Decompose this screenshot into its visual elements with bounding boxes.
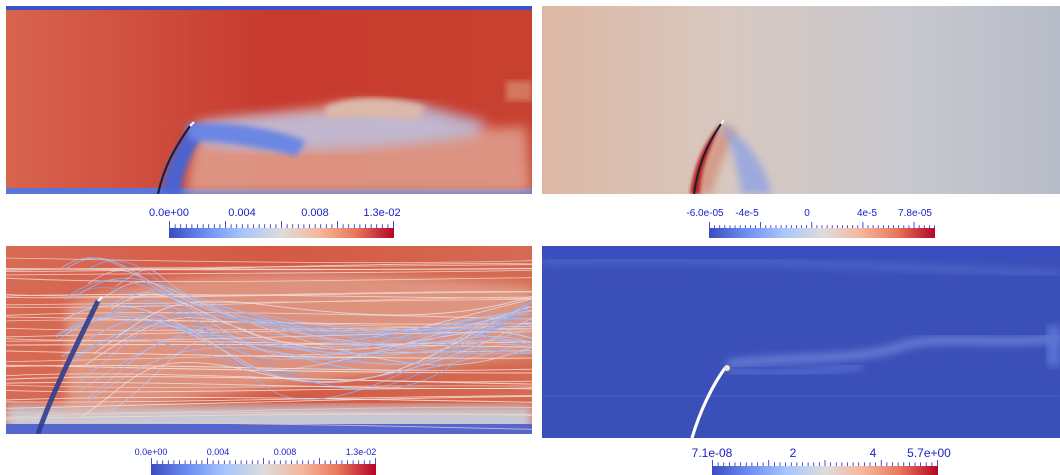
streamline <box>6 395 532 409</box>
streamline <box>93 295 532 354</box>
streamline <box>6 326 532 331</box>
streamline <box>6 387 532 393</box>
magnitude-colorbar-max-label: 5.7e+00 <box>907 446 951 460</box>
streamline <box>114 300 532 350</box>
streamline <box>63 316 532 382</box>
streamline <box>6 269 532 276</box>
velocity-colorbar-label: 0.004 <box>228 207 256 219</box>
velocity-field-plot <box>6 6 532 194</box>
pressure-colorbar-min-label: -6.0e-05 <box>686 208 724 219</box>
magnitude-colorbar-gradient <box>712 466 938 475</box>
streamline <box>6 373 532 383</box>
velocity-colorbar-label: 0.008 <box>301 207 329 219</box>
streamline <box>6 376 532 385</box>
streamline <box>65 279 532 338</box>
streamline <box>75 277 532 347</box>
pressure-colorbar-label: 4e-5 <box>856 208 878 219</box>
streamline <box>6 384 532 388</box>
velocity-colorbar-min-label: 0.0e+00 <box>148 207 190 219</box>
pressure-colorbar-max-label: 7.8e-05 <box>898 208 932 219</box>
streamlines-colorbar-ticks <box>151 458 376 464</box>
streamline <box>110 294 532 350</box>
magnitude-colorbar-min-label: 7.1e-08 <box>691 446 733 460</box>
streamline <box>85 345 532 403</box>
magnitude-colorbar: 7.1e-08 2 4 5.7e+00 <box>692 446 951 475</box>
streamline <box>6 277 532 283</box>
pressure-colorbar-label: -4e-5 <box>735 208 759 219</box>
streamline <box>6 296 532 308</box>
magnitude-colorbar-label: 4 <box>869 446 877 460</box>
streamlines-colorbar-max-label: 1.3e-02 <box>345 447 377 457</box>
velocity-colorbar-gradient <box>169 228 394 238</box>
streamlines-colorbar-label: 0.008 <box>273 447 297 457</box>
streamline <box>110 292 532 360</box>
streamlines-plot <box>6 246 532 434</box>
streamline <box>100 281 532 366</box>
streamline <box>6 395 532 403</box>
streamlines-colorbar-gradient <box>151 464 376 475</box>
streamline <box>6 364 532 371</box>
streamline <box>65 287 532 389</box>
streamline <box>6 412 532 418</box>
streamline <box>6 406 532 414</box>
streamline <box>6 340 532 348</box>
velocity-colorbar: 0.0e+00 0.004 0.008 1.3e-02 <box>149 207 401 238</box>
streamline <box>6 291 532 299</box>
streamline <box>108 337 532 414</box>
pressure-colorbar-label: 0 <box>804 208 810 219</box>
streamline <box>6 312 532 320</box>
velocity-colorbar-max-label: 1.3e-02 <box>363 207 401 219</box>
streamline <box>61 257 532 355</box>
streamline <box>55 313 532 360</box>
streamline <box>102 314 532 353</box>
streamlines-colorbar-min-label: 0.0e+00 <box>134 447 168 457</box>
streamline <box>6 331 532 341</box>
streamline <box>6 364 532 374</box>
streamline <box>6 257 532 264</box>
magnitude-field-plot <box>542 246 1060 438</box>
streamline <box>6 298 532 306</box>
streamlines-colorbar: 0.0e+00 0.004 0.008 1.3e-02 <box>135 447 377 475</box>
magnitude-colorbar-ticks <box>712 460 938 466</box>
streamline <box>6 396 532 403</box>
pressure-field-plot <box>542 6 1060 194</box>
streamlines-colorbar-label: 0.004 <box>206 447 230 457</box>
streamline <box>6 263 532 272</box>
streamline <box>6 419 532 430</box>
magnitude-colorbar-label: 2 <box>789 446 797 460</box>
pressure-colorbar: -6.0e-05 -4e-5 0 4e-5 7.8e-05 <box>686 208 935 238</box>
pressure-colorbar-gradient <box>709 228 935 238</box>
